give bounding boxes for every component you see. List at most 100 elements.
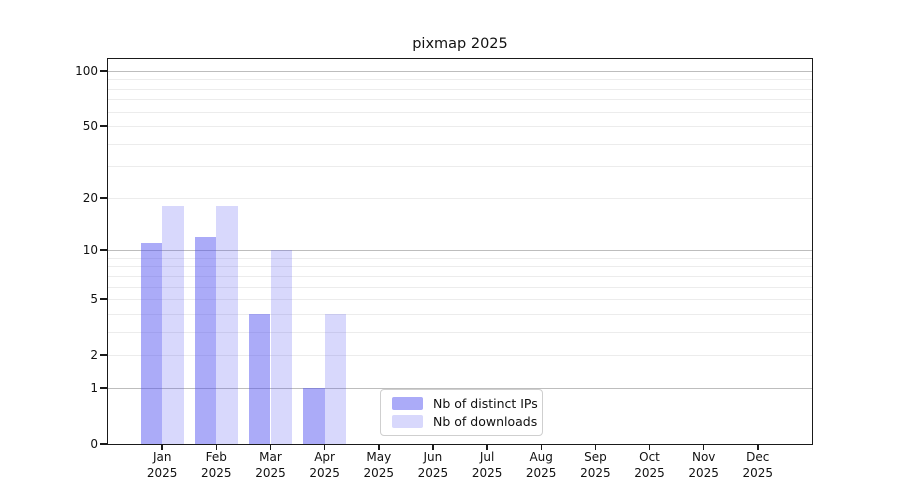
legend-swatch-downloads-icon bbox=[392, 415, 423, 428]
x-label-month: Apr bbox=[314, 450, 335, 464]
bar-distinct_ips-jan bbox=[140, 243, 163, 444]
y-gridline-minor-3 bbox=[108, 331, 812, 333]
x-tick-label-mar: Mar 2025 bbox=[236, 450, 306, 481]
y-tick-2 bbox=[100, 354, 107, 356]
y-tick-0 bbox=[100, 443, 107, 445]
bar-distinct_ips-feb bbox=[194, 236, 217, 444]
plot-area: Nb of distinct IPs Nb of downloads bbox=[107, 58, 813, 445]
y-tick-5 bbox=[100, 298, 107, 300]
x-tick-label-jul: Jul 2025 bbox=[452, 450, 522, 481]
x-tick-sep bbox=[594, 445, 597, 450]
x-tick-label-oct: Oct 2025 bbox=[615, 450, 685, 481]
y-tick-label-2: 2 bbox=[90, 348, 98, 363]
x-label-month: Dec bbox=[746, 450, 770, 464]
x-tick-label-dec: Dec 2025 bbox=[723, 450, 793, 481]
x-label-month: Oct bbox=[639, 450, 660, 464]
y-gridline-minor-20 bbox=[108, 197, 812, 199]
y-gridline-minor-4 bbox=[108, 313, 812, 315]
y-tick-label-10: 10 bbox=[82, 243, 98, 258]
bar-downloads-mar bbox=[270, 250, 293, 444]
legend-swatch-distinct-ips-icon bbox=[392, 397, 423, 410]
y-tick-10 bbox=[100, 249, 107, 251]
x-label-month: Jul bbox=[479, 450, 495, 464]
bar-downloads-apr bbox=[324, 313, 347, 444]
x-tick-mar bbox=[269, 445, 272, 450]
x-label-year: 2025 bbox=[688, 465, 719, 480]
y-tick-label-50: 50 bbox=[82, 119, 98, 134]
bar-distinct_ips-mar bbox=[248, 313, 271, 444]
y-gridline-minor-6 bbox=[108, 286, 812, 288]
x-tick-dec bbox=[757, 445, 759, 450]
x-tick-jan bbox=[161, 445, 163, 450]
x-label-month: May bbox=[366, 450, 392, 464]
x-tick-label-aug: Aug 2025 bbox=[506, 450, 576, 481]
y-gridline-minor-50 bbox=[108, 126, 812, 128]
y-gridline-minor-2 bbox=[108, 355, 812, 357]
x-label-month: Feb bbox=[205, 450, 227, 464]
y-gridline-minor-40 bbox=[108, 143, 812, 145]
y-gridline-minor-9 bbox=[108, 257, 812, 259]
x-label-month: Jan bbox=[152, 450, 172, 464]
y-gridline-minor-70 bbox=[108, 99, 812, 101]
x-label-month: Sep bbox=[584, 450, 607, 464]
y-tick-label-100: 100 bbox=[75, 63, 98, 78]
y-gridline-minor-30 bbox=[108, 166, 812, 168]
x-label-year: 2025 bbox=[255, 465, 286, 480]
y-tick-100 bbox=[100, 70, 107, 72]
x-tick-label-apr: Apr 2025 bbox=[290, 450, 360, 481]
x-tick-apr bbox=[323, 445, 326, 450]
x-tick-feb bbox=[215, 445, 218, 450]
x-label-month: Jun bbox=[423, 450, 443, 464]
x-label-year: 2025 bbox=[742, 465, 774, 480]
y-gridline-minor-60 bbox=[108, 111, 812, 113]
legend-item-downloads: Nb of downloads bbox=[392, 414, 538, 429]
x-label-year: 2025 bbox=[201, 465, 232, 480]
y-gridline-major-100 bbox=[108, 70, 812, 72]
x-tick-oct bbox=[648, 445, 651, 450]
y-tick-label-0: 0 bbox=[90, 437, 98, 451]
y-tick-label-5: 5 bbox=[90, 292, 98, 307]
x-tick-jun bbox=[432, 445, 434, 450]
y-tick-20 bbox=[100, 197, 107, 199]
x-tick-may bbox=[378, 445, 380, 450]
x-tick-label-nov: Nov 2025 bbox=[669, 450, 739, 481]
chart-title: pixmap 2025 bbox=[412, 36, 508, 52]
x-label-year: 2025 bbox=[363, 465, 395, 480]
y-tick-50 bbox=[100, 125, 107, 127]
y-gridline-minor-7 bbox=[108, 275, 812, 277]
bar-distinct_ips-apr bbox=[302, 388, 325, 444]
x-tick-label-jun: Jun 2025 bbox=[398, 450, 468, 481]
x-label-year: 2025 bbox=[146, 465, 178, 480]
x-label-year: 2025 bbox=[634, 465, 665, 480]
x-tick-aug bbox=[540, 445, 542, 450]
x-label-year: 2025 bbox=[525, 465, 557, 480]
x-tick-nov bbox=[702, 445, 705, 450]
y-gridline-minor-80 bbox=[108, 88, 812, 90]
x-label-year: 2025 bbox=[580, 465, 611, 480]
y-gridline-minor-8 bbox=[108, 266, 812, 268]
y-tick-1 bbox=[100, 387, 107, 389]
legend: Nb of distinct IPs Nb of downloads bbox=[380, 389, 543, 436]
x-tick-label-may: May 2025 bbox=[344, 450, 414, 481]
x-label-year: 2025 bbox=[417, 465, 449, 480]
y-gridline-minor-90 bbox=[108, 79, 812, 81]
x-label-month: Mar bbox=[259, 450, 282, 464]
x-tick-label-feb: Feb 2025 bbox=[181, 450, 251, 481]
legend-label-distinct-ips: Nb of distinct IPs bbox=[433, 396, 538, 411]
y-gridline-minor-5 bbox=[108, 299, 812, 301]
bar-downloads-feb bbox=[216, 206, 238, 444]
y-gridline-major-1 bbox=[108, 388, 812, 389]
legend-label-downloads: Nb of downloads bbox=[433, 414, 538, 429]
x-label-year: 2025 bbox=[471, 465, 503, 480]
y-gridline-major-10 bbox=[108, 250, 812, 252]
x-tick-label-sep: Sep 2025 bbox=[560, 450, 630, 481]
x-label-month: Aug bbox=[529, 450, 553, 464]
y-tick-label-1: 1 bbox=[90, 381, 98, 395]
x-label-month: Nov bbox=[691, 450, 716, 464]
y-tick-label-20: 20 bbox=[82, 190, 98, 205]
x-tick-label-jan: Jan 2025 bbox=[127, 450, 197, 481]
legend-item-distinct-ips: Nb of distinct IPs bbox=[392, 396, 538, 411]
bar-downloads-jan bbox=[162, 206, 184, 444]
x-label-year: 2025 bbox=[309, 465, 340, 480]
